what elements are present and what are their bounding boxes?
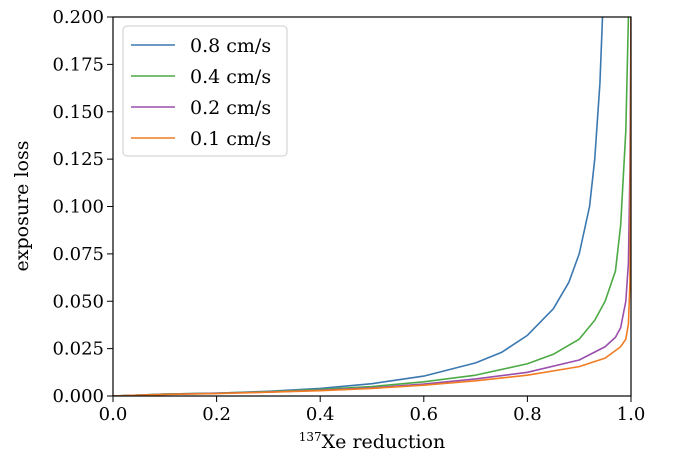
legend-label: 0.4 cm/s <box>190 66 271 88</box>
x-tick-label: 1.0 <box>617 404 646 425</box>
y-axis-label: exposure loss <box>11 141 33 272</box>
legend-label: 0.8 cm/s <box>190 35 271 57</box>
y-tick-label: 0.150 <box>52 102 104 123</box>
y-tick-label: 0.100 <box>52 197 104 218</box>
x-axis-label-superscript: 137 <box>299 430 322 444</box>
series-layer <box>113 17 631 396</box>
legend-label: 0.1 cm/s <box>190 128 271 150</box>
legend-box <box>122 25 288 157</box>
y-tick-label: 0.200 <box>52 7 104 28</box>
x-tick-label: 0.6 <box>409 404 438 425</box>
y-axis: 0.000 0.025 0.050 0.075 0.100 0.125 0.150 0.175… <box>52 7 113 407</box>
x-tick-label: 0.4 <box>306 404 335 425</box>
y-tick-label: 0.125 <box>52 149 104 170</box>
legend: 0.8 cm/s 0.4 cm/s 0.2 cm/s 0.1 cm/s <box>122 25 288 157</box>
x-tick-label: 0.0 <box>99 404 128 425</box>
y-tick-label: 0.175 <box>52 54 104 75</box>
y-tick-label: 0.050 <box>52 291 104 312</box>
x-axis: 0.0 0.2 0.4 0.6 0.8 1.0 <box>99 396 646 425</box>
y-tick-label: 0.025 <box>52 339 104 360</box>
x-tick-label: 0.8 <box>513 404 542 425</box>
y-tick-label: 0.000 <box>52 386 104 407</box>
legend-label: 0.2 cm/s <box>190 97 271 119</box>
x-axis-label-text: Xe reduction <box>322 431 446 453</box>
y-tick-label: 0.075 <box>52 244 104 265</box>
series-line-3 <box>113 17 631 396</box>
x-axis-label: 137Xe reduction <box>299 430 445 453</box>
x-tick-label: 0.2 <box>202 404 231 425</box>
